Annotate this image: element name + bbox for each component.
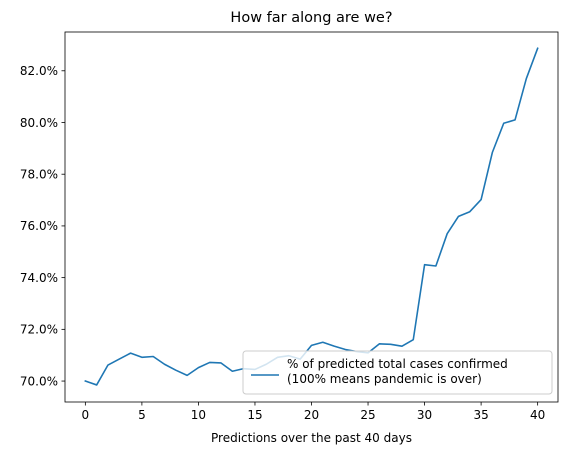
y-tick-label: 74.0% bbox=[20, 271, 58, 285]
x-tick-label: 0 bbox=[82, 408, 90, 422]
series-line bbox=[84, 47, 539, 386]
chart-title: How far along are we? bbox=[230, 10, 392, 26]
x-tick-label: 20 bbox=[304, 408, 319, 422]
y-tick-label: 76.0% bbox=[20, 219, 58, 233]
y-tick-label: 72.0% bbox=[20, 323, 58, 337]
x-tick-label: 10 bbox=[191, 408, 206, 422]
x-tick-label: 15 bbox=[247, 408, 262, 422]
legend-box bbox=[242, 350, 553, 395]
y-tick-label: 78.0% bbox=[20, 168, 58, 182]
y-tick-label: 82.0% bbox=[20, 64, 58, 78]
x-axis-label: Predictions over the past 40 days bbox=[211, 431, 412, 445]
y-tick-label: 80.0% bbox=[20, 116, 58, 130]
x-tick-label: 30 bbox=[417, 408, 432, 422]
y-tick-label: 70.0% bbox=[20, 374, 58, 388]
x-tick-label: 5 bbox=[138, 408, 146, 422]
legend: % of predicted total cases confirmed (100… bbox=[242, 350, 553, 395]
legend-label: % of predicted total cases confirmed (100… bbox=[287, 357, 508, 386]
x-tick-label: 25 bbox=[360, 408, 375, 422]
x-tick-label: 40 bbox=[530, 408, 545, 422]
plot-area: 0 5 10 15 20 25 30 35 40 70.0% 72.0% 74.0% 76.0% 78.0… bbox=[20, 31, 559, 422]
x-tick-label: 35 bbox=[473, 408, 488, 422]
